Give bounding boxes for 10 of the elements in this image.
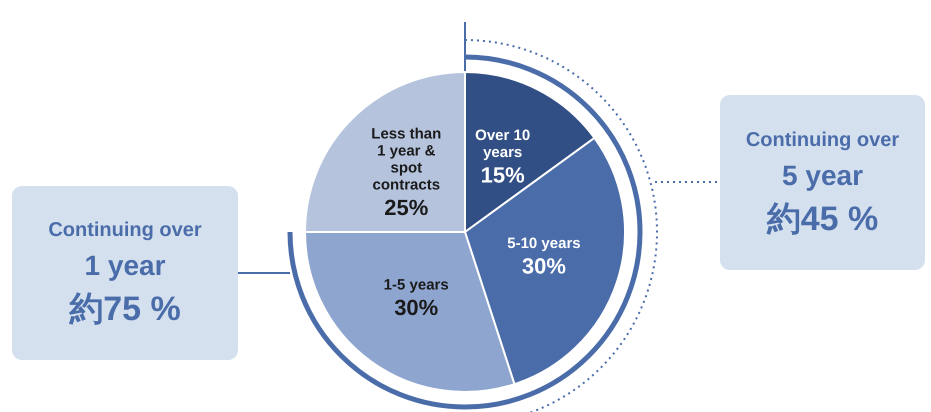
slice-label: Less than 1 year & spot contracts bbox=[371, 125, 442, 194]
data-label: 25% bbox=[384, 194, 428, 220]
data-label: 30% bbox=[394, 295, 438, 320]
data-label: 15% bbox=[480, 162, 525, 188]
data-label: 30% bbox=[522, 254, 566, 279]
slice-label: Over 10 years bbox=[475, 127, 530, 162]
slice-label: 1-5 years bbox=[384, 276, 449, 294]
text: Continuing over 1 year 約75 % bbox=[47, 218, 203, 330]
slice-label: 5-10 years bbox=[507, 235, 581, 252]
text: Continuing over 5 year 約45 % bbox=[744, 128, 900, 240]
